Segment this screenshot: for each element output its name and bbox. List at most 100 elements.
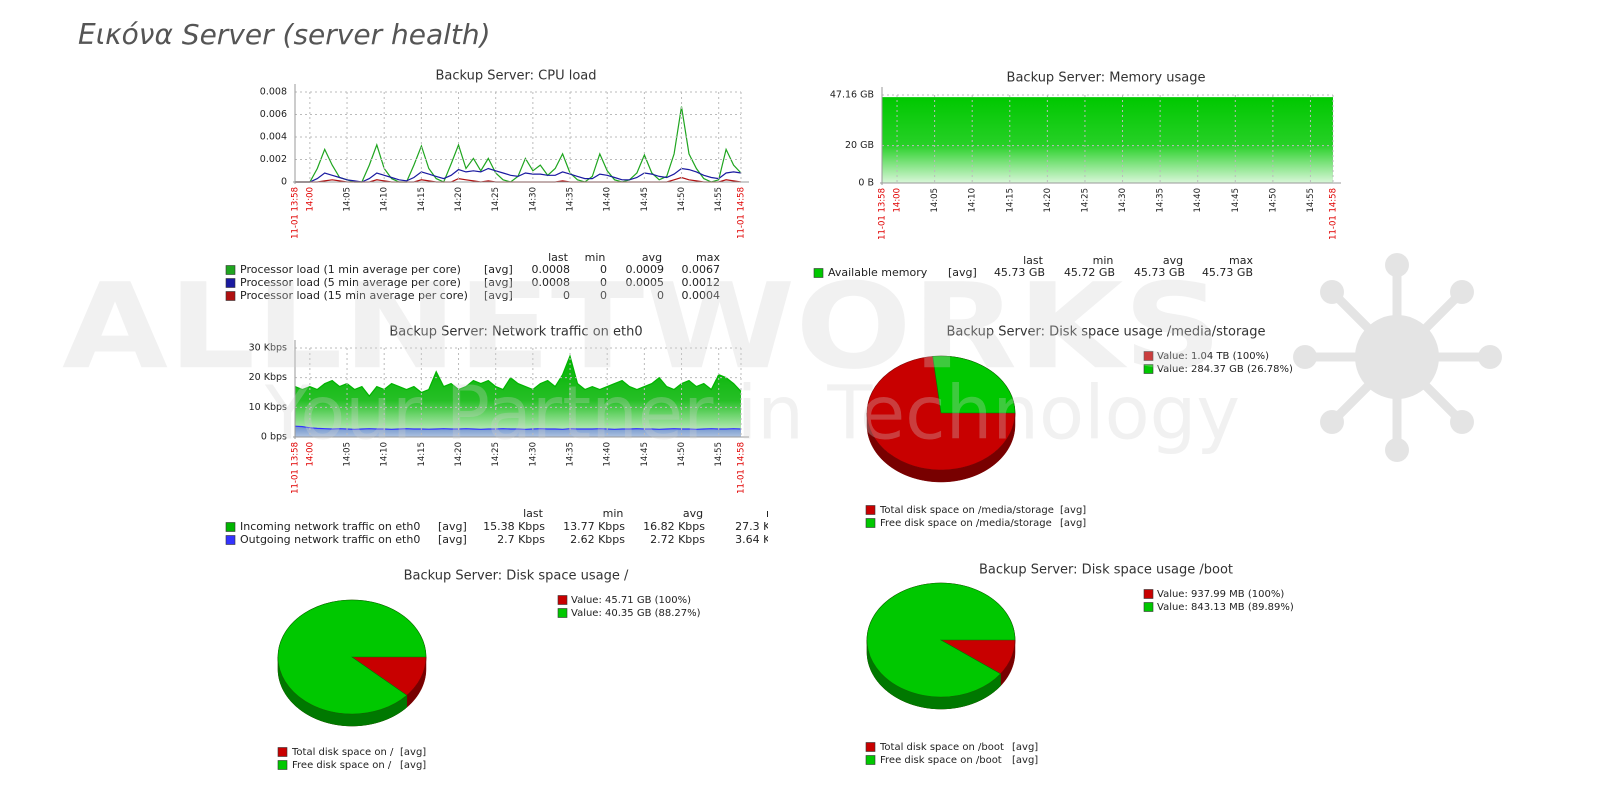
- legend-function: [avg]: [400, 747, 426, 758]
- pie-slice: [866, 582, 1016, 698]
- x-tick-label: 14:05: [343, 442, 353, 467]
- legend-column-header: min: [1093, 254, 1114, 267]
- legend-stat: 45.72 GB: [1064, 266, 1115, 279]
- legend-label: Free disk space on /: [292, 760, 392, 771]
- chart-title: Backup Server: Network traffic on eth0: [389, 325, 642, 340]
- pie-slice: [277, 599, 427, 715]
- legend-function: [avg]: [484, 276, 513, 289]
- legend-function: [avg]: [484, 289, 513, 302]
- legend-label: Processor load (5 min average per core): [240, 276, 461, 289]
- legend-column-header: avg: [683, 507, 703, 520]
- legend-function: [avg]: [438, 533, 467, 546]
- legend-swatch: [557, 595, 568, 605]
- legend-column-header: last: [523, 507, 544, 520]
- legend-swatch: [1143, 351, 1154, 361]
- legend-stat: 15.38 Kbps: [483, 520, 545, 533]
- legend-swatch: [277, 760, 288, 770]
- legend-function: [avg]: [484, 263, 513, 276]
- legend-column-header: min: [585, 251, 606, 264]
- legend-stat: 2.72 Kbps: [650, 533, 705, 546]
- chart-title: Backup Server: Disk space usage /boot: [979, 563, 1233, 578]
- legend-stat: 0: [600, 289, 607, 302]
- x-tick-label: 14:35: [1156, 188, 1166, 213]
- legend-column-header: avg: [1163, 254, 1183, 267]
- legend-swatch: [225, 522, 236, 532]
- legend-column-header: max: [696, 251, 720, 264]
- x-tick-label: 11-01 14:58: [737, 442, 747, 494]
- legend-label: Free disk space on /media/storage: [880, 518, 1052, 529]
- legend-label: Available memory: [828, 266, 928, 279]
- legend-swatch: [225, 535, 236, 545]
- x-tick-label: 14:20: [454, 187, 464, 212]
- legend-function: [avg]: [1012, 742, 1038, 753]
- legend-function: [avg]: [1012, 755, 1038, 766]
- legend-stat: 3.64 Kbps: [735, 533, 790, 546]
- x-tick-label: 14:55: [714, 187, 724, 212]
- x-tick-label: 14:25: [1080, 188, 1090, 213]
- x-tick-label: 14:25: [491, 442, 501, 467]
- series-area: [295, 356, 741, 437]
- legend-stat: 0: [600, 263, 607, 276]
- legend-stat: 2.7 Kbps: [497, 533, 545, 546]
- legend-stat: 45.73 GB: [1134, 266, 1185, 279]
- legend-swatch: [557, 608, 568, 618]
- legend-column-header: avg: [642, 251, 662, 264]
- legend-stat: 13.77 Kbps: [563, 520, 625, 533]
- legend-column-header: last: [548, 251, 569, 264]
- legend-stat: 2.62 Kbps: [570, 533, 625, 546]
- chart-title: Backup Server: Disk space usage /media/s…: [946, 325, 1265, 340]
- legend-swatch: [865, 755, 876, 765]
- x-tick-label: 14:55: [714, 442, 724, 467]
- legend-column-header: last: [1023, 254, 1044, 267]
- legend-swatch: [225, 265, 236, 275]
- x-tick-label: 14:45: [640, 187, 650, 212]
- charts: Backup Server: CPU load 0 0.002 0.004 0.006 0…: [225, 69, 1341, 771]
- legend-swatch: [865, 505, 876, 515]
- legend-stat: 0.0012: [682, 276, 721, 289]
- x-tick-label: 14:15: [417, 442, 427, 467]
- y-tick-label: 0 B: [858, 178, 874, 189]
- y-tick-label: 0.004: [260, 132, 287, 143]
- legend-swatch: [1143, 364, 1154, 374]
- value-label: Value: 284.37 GB (26.78%): [1157, 364, 1293, 375]
- y-tick-label: 30 Kbps: [249, 343, 287, 354]
- x-tick-label: 14:50: [1268, 188, 1278, 213]
- x-tick-label: 14:35: [566, 442, 576, 467]
- legend-swatch: [277, 747, 288, 757]
- y-tick-label: 20 GB: [845, 140, 874, 151]
- legend-label: Processor load (1 min average per core): [240, 263, 461, 276]
- legend-label: Processor load (15 min average per core): [240, 289, 468, 302]
- chart-title: Backup Server: Memory usage: [1007, 71, 1206, 86]
- x-tick-label: 11-01 13:58: [291, 187, 301, 239]
- x-tick-label: 14:05: [343, 187, 353, 212]
- series-area: [882, 97, 1333, 183]
- legend-column-header: max: [766, 507, 790, 520]
- x-tick-label: 14:15: [1005, 188, 1015, 213]
- legend-function: [avg]: [400, 760, 426, 771]
- x-tick-label: 14:40: [603, 442, 613, 467]
- chart-title: Backup Server: Disk space usage /: [404, 569, 629, 584]
- legend-function: [avg]: [1060, 505, 1086, 516]
- x-tick-label: 14:45: [640, 442, 650, 467]
- chart-title: Backup Server: CPU load: [435, 69, 596, 84]
- legend-label: Outgoing network traffic on eth0: [240, 533, 420, 546]
- legend-label: Incoming network traffic on eth0: [240, 520, 420, 533]
- y-tick-label: 0.008: [260, 87, 287, 98]
- legend-swatch: [1143, 602, 1154, 612]
- x-tick-label: 14:15: [417, 187, 427, 212]
- legend-label: Total disk space on /media/storage: [879, 505, 1054, 516]
- watermark-logo: [1293, 253, 1502, 462]
- x-tick-label: 11-01 14:58: [737, 187, 747, 239]
- legend-stat: 0.0067: [682, 263, 721, 276]
- x-tick-label: 14:40: [603, 187, 613, 212]
- y-tick-label: 0: [281, 177, 287, 188]
- legend-function: [avg]: [438, 520, 467, 533]
- x-tick-label: 14:50: [677, 442, 687, 467]
- series-line: [295, 106, 742, 183]
- legend-stat: 45.73 GB: [1202, 266, 1253, 279]
- series-line: [294, 425, 742, 430]
- legend-function: [avg]: [948, 266, 977, 279]
- legend-swatch: [865, 518, 876, 528]
- legend-label: Free disk space on /boot: [880, 755, 1002, 766]
